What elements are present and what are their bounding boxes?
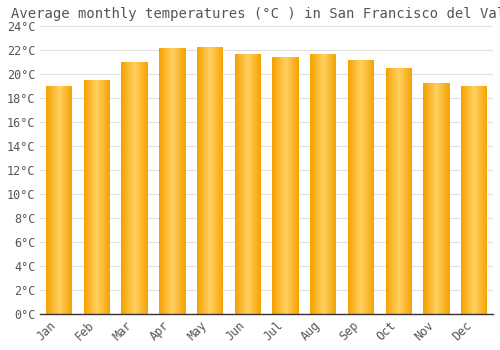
Title: Average monthly temperatures (°C ) in San Francisco del Valle: Average monthly temperatures (°C ) in Sa… [11, 7, 500, 21]
